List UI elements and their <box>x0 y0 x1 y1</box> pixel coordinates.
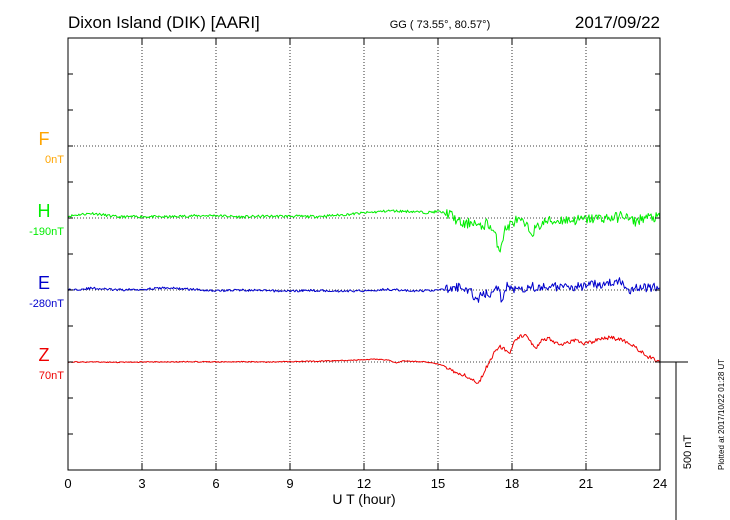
series-layer <box>67 209 661 384</box>
component-label-h: H <box>38 201 51 221</box>
x-tick-label-18: 18 <box>505 476 519 491</box>
series-line-z <box>67 334 661 384</box>
component-label-z: Z <box>39 345 50 365</box>
plotted-at-note: Plotted at 2017/10/22 01:28 UT <box>717 359 726 470</box>
geographic-coordinates: GG ( 73.55°, 80.57°) <box>390 19 491 31</box>
component-labels: F 0nT H -190nT E -280nT Z 70nT <box>29 129 64 382</box>
x-tick-label-9: 9 <box>286 476 293 491</box>
series-line-e <box>67 277 661 303</box>
component-label-e: E <box>38 273 50 293</box>
grid <box>68 38 660 470</box>
station-title: Dixon Island (DIK) [AARI] <box>68 13 260 32</box>
baseline-value-h: -190nT <box>29 226 64 238</box>
x-tick-label-12: 12 <box>357 476 371 491</box>
series-line-h <box>67 209 661 253</box>
x-tick-label-3: 3 <box>138 476 145 491</box>
scale-bar: 500 nT <box>660 361 694 520</box>
x-tick-label-0: 0 <box>64 476 71 491</box>
x-tick-label-15: 15 <box>431 476 445 491</box>
x-axis-ticks: 0 3 6 9 12 15 18 21 24 <box>64 38 667 491</box>
date-label: 2017/09/22 <box>575 13 660 32</box>
x-tick-label-6: 6 <box>212 476 219 491</box>
x-tick-label-21: 21 <box>579 476 593 491</box>
x-axis-label: U T (hour) <box>332 491 395 507</box>
component-label-f: F <box>39 129 50 149</box>
scale-bar-label: 500 nT <box>682 435 694 470</box>
baseline-value-z: 70nT <box>39 370 64 382</box>
x-tick-label-24: 24 <box>653 476 667 491</box>
baseline-value-e: -280nT <box>29 298 64 310</box>
baseline-value-f: 0nT <box>45 154 64 166</box>
